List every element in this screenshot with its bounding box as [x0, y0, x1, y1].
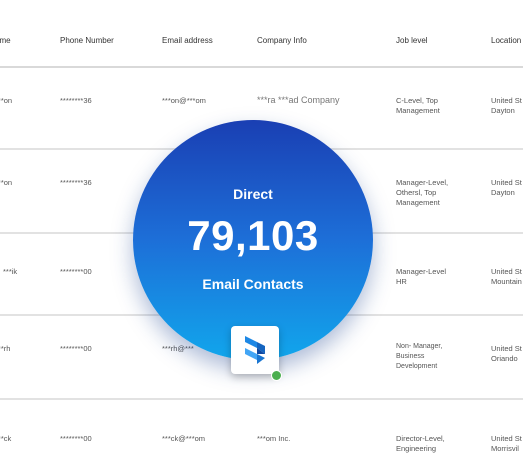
job-line: Business [396, 353, 425, 360]
job-line: Management [396, 198, 440, 207]
job-line: Director-Level, [396, 434, 445, 443]
column-header-company[interactable]: Company Info [257, 36, 307, 45]
location-line: Oriando [491, 354, 518, 363]
location-line: United St [491, 178, 522, 187]
cell-location: United St Mountain [491, 267, 523, 287]
cell-job-level: Director-Level, Engineering [396, 434, 466, 454]
cell-company: ***om Inc. [257, 434, 291, 443]
cell-phone: ********00 [60, 267, 92, 276]
table-row[interactable]: ***ck ********00 ***ck@***om ***om Inc. … [0, 400, 523, 476]
cell-location: United St Dayton [491, 178, 523, 198]
cell-phone: ********36 [60, 178, 92, 187]
cell-email: ***ck@***om [162, 434, 206, 443]
job-line: Non- Manager, [396, 343, 443, 350]
contacts-count-badge: Direct 79,103 Email Contacts [133, 120, 373, 360]
location-line: Dayton [491, 188, 515, 197]
cell-email: ***on@***om [162, 96, 206, 105]
location-line: United St [491, 344, 522, 353]
location-line: United St [491, 434, 522, 443]
cell-name: ***on [0, 178, 13, 187]
table-header: ame Phone Number Email address Company I… [0, 0, 523, 68]
location-line: Mountain [491, 277, 522, 286]
cell-location: United St Dayton [491, 96, 523, 116]
cell-name: ***on [0, 96, 13, 105]
cell-phone: ********00 [60, 344, 92, 353]
cell-job-level: Non- Manager, Business Development [396, 342, 466, 372]
location-line: Dayton [491, 106, 515, 115]
column-header-name[interactable]: ame [0, 36, 11, 45]
location-line: United St [491, 96, 522, 105]
app-logo-icon [231, 326, 279, 374]
badge-count: 79,103 [187, 212, 319, 259]
job-line: Othersl, Top [396, 188, 437, 197]
cell-job-level: C-Level, Top Management [396, 96, 466, 116]
cell-phone: ********36 [60, 96, 92, 105]
online-status-dot [271, 370, 282, 381]
job-line: Management [396, 106, 440, 115]
cell-job-level: Manager-Level HR [396, 267, 466, 287]
badge-post-label: Email Contacts [202, 276, 304, 292]
badge-pre-label: Direct [233, 186, 273, 202]
column-header-job-level[interactable]: Job level [396, 36, 428, 45]
location-line: Morrisvil [491, 444, 519, 453]
job-line: Manager-Level, [396, 178, 449, 187]
job-line: C-Level, Top [396, 96, 438, 105]
location-line: United St [491, 267, 522, 276]
job-line: HR [396, 277, 407, 286]
job-line: Engineering [396, 444, 437, 453]
cell-company: ***ra ***ad Company [257, 95, 340, 105]
job-line: Development [396, 363, 438, 370]
cell-location: United St Oriando [491, 344, 523, 364]
column-header-phone[interactable]: Phone Number [60, 36, 114, 45]
column-header-email[interactable]: Email address [162, 36, 213, 45]
cell-location: United St Morrisvil [491, 434, 523, 454]
cell-name: ***ck [0, 434, 12, 443]
cell-phone: ********00 [60, 434, 92, 443]
cell-email: ***rh@*** [162, 344, 194, 353]
cell-name: ***ik [3, 267, 18, 276]
job-line: Manager-Level [396, 267, 447, 276]
column-header-location[interactable]: Location [491, 36, 522, 45]
cell-job-level: Manager-Level, Othersl, Top Management [396, 178, 466, 208]
cell-name: ***rh [0, 344, 11, 353]
